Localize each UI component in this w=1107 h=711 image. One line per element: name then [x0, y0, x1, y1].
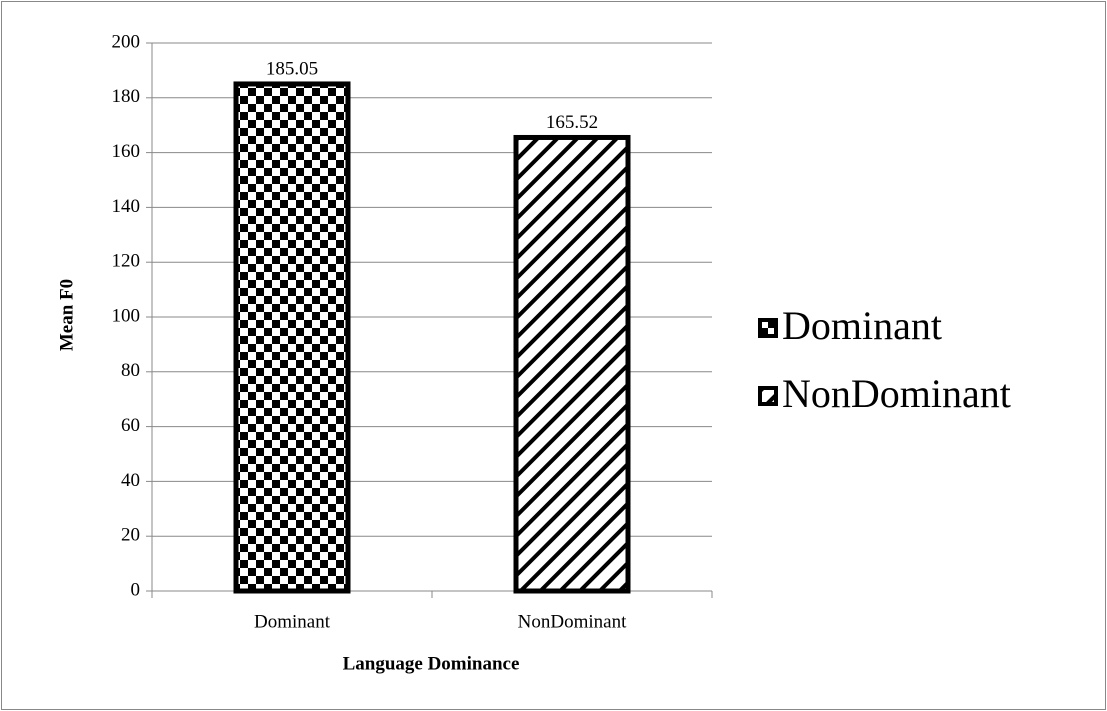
x-tick-label: NonDominant — [518, 611, 627, 632]
y-tick-label: 160 — [112, 141, 141, 162]
y-tick-label: 180 — [112, 86, 141, 107]
y-axis-title: Mean F0 — [56, 279, 77, 351]
y-tick-label: 0 — [131, 579, 141, 600]
bar — [233, 81, 351, 594]
data-label: 185.05 — [266, 58, 318, 79]
legend-swatch — [758, 318, 778, 338]
y-tick-label: 120 — [112, 251, 141, 272]
legend-swatch — [758, 386, 778, 406]
y-tick-label: 40 — [121, 470, 140, 491]
y-tick-label: 200 — [112, 31, 141, 52]
bar — [513, 134, 631, 594]
y-tick-label: 80 — [121, 360, 140, 381]
x-tick-label: Dominant — [254, 611, 331, 632]
y-tick-label: 100 — [112, 305, 141, 326]
legend-label: NonDominant — [782, 371, 1011, 416]
x-axis-title: Language Dominance — [343, 653, 520, 674]
y-tick-label: 20 — [121, 525, 140, 546]
data-label: 165.52 — [546, 112, 598, 133]
legend-label: Dominant — [782, 303, 942, 348]
y-tick-label: 140 — [112, 196, 141, 217]
y-tick-label: 60 — [121, 415, 140, 436]
